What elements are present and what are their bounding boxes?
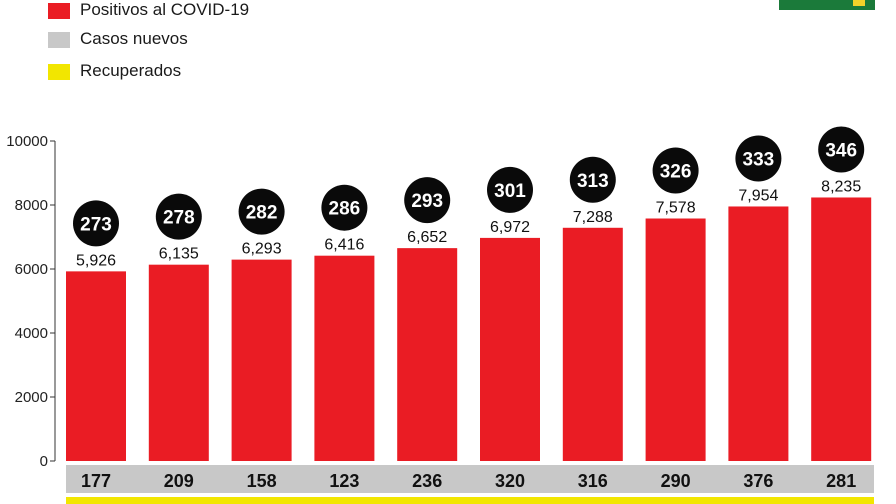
positivos-value-label: 7,288 [573,209,613,226]
badge-circle [404,177,451,224]
badge-circle [238,188,285,235]
casos-nuevos-value-label: 177 [81,471,111,491]
casos-nuevos-value-label: 290 [661,471,691,491]
badge-circle [818,126,865,173]
casos-nuevos-band [66,465,874,493]
positivos-bar [231,259,292,461]
casos-nuevos-value-label: 281 [826,471,856,491]
badge-value-label: 286 [329,199,361,220]
casos-nuevos-value-label: 376 [743,471,773,491]
logo-mark-icon [853,0,865,6]
positivos-bar [397,248,458,461]
badge-value-label: 293 [411,191,443,212]
positivos-value-label: 7,954 [738,187,778,204]
positivos-bar [728,206,789,461]
positivos-bar [645,218,706,461]
badge-circle [73,200,119,247]
positivos-value-label: 6,135 [159,246,199,263]
positivos-bar [66,271,126,461]
positivos-value-label: 5,926 [76,252,116,269]
badge-value-label: 326 [660,162,692,183]
badge-value-label: 301 [494,181,526,202]
badge-value-label: 313 [577,171,609,192]
badge-circle [569,156,616,203]
legend-swatch-recuperados [48,64,70,80]
y-tick-label: 0 [40,453,48,470]
badge-circle [652,147,699,194]
positivos-bar [480,237,540,461]
recuperados-band [66,497,874,504]
y-tick-label: 8000 [15,197,48,214]
badge-circle [487,166,533,213]
positivos-value-label: 6,416 [324,237,364,254]
legend-label-positivos: Positivos al COVID-19 [80,0,250,19]
casos-nuevos-value-label: 158 [247,471,277,491]
badge-value-label: 333 [743,149,775,170]
positivos-bar [148,264,209,461]
positivos-value-label: 6,972 [490,219,530,236]
publisher-logo [779,0,875,10]
y-tick-label: 2000 [15,389,48,406]
y-tick-label: 6000 [15,261,48,278]
legend-swatch-positivos [48,3,70,19]
casos-nuevos-value-label: 236 [412,471,442,491]
y-tick-label: 4000 [15,325,48,342]
badge-value-label: 346 [825,140,857,161]
positivos-bar [562,227,623,461]
positivos-value-label: 8,235 [821,178,861,195]
positivos-bar [811,197,872,462]
positivos-value-label: 6,293 [242,241,282,258]
badge-circle [735,135,782,182]
badge-value-label: 282 [246,203,278,224]
positivos-value-label: 7,578 [656,200,696,217]
badge-value-label: 273 [80,214,112,235]
badge-value-label: 278 [163,208,195,229]
positivos-value-label: 6,652 [407,229,447,246]
legend-label-casos-nuevos: Casos nuevos [80,29,188,48]
y-tick-label: 10000 [6,133,48,150]
legend-label-recuperados: Recuperados [80,61,182,80]
positivos-bar [314,255,375,461]
casos-nuevos-value-label: 123 [329,471,359,491]
badge-circle [155,193,202,240]
badge-circle [321,184,368,231]
legend-swatch-casos-nuevos [48,32,70,48]
casos-nuevos-value-label: 316 [578,471,608,491]
casos-nuevos-value-label: 320 [495,471,525,491]
casos-nuevos-value-label: 209 [164,471,194,491]
